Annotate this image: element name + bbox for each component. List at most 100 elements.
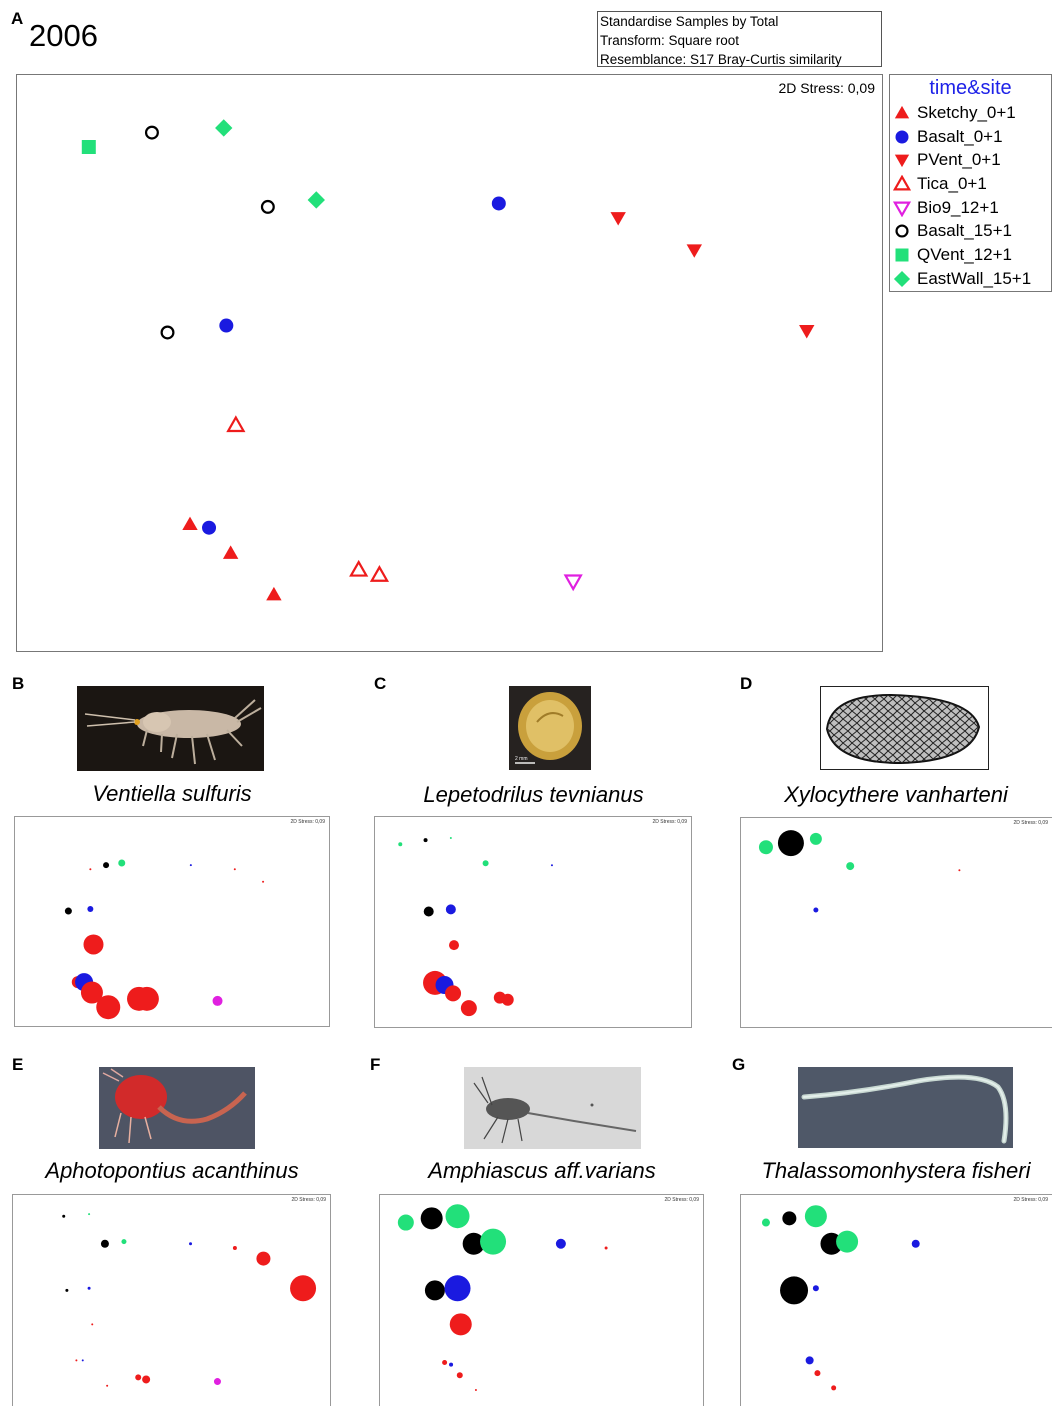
legend-item: Sketchy_0+1: [890, 101, 1051, 125]
mds-point: [266, 586, 282, 601]
bubble: [780, 1276, 809, 1305]
triangle-up-icon: [894, 105, 910, 119]
bubble: [550, 864, 553, 867]
mds-point: [307, 191, 325, 209]
analysis-info-box: Standardise Samples by Total Transform: …: [597, 11, 882, 67]
mds-point: [222, 545, 239, 559]
bubble: [449, 1362, 454, 1367]
bubble: [65, 1288, 69, 1292]
bubble: [256, 1251, 271, 1266]
triangle-down-icon: [893, 201, 911, 217]
bubble: [444, 1275, 471, 1302]
bubble: [212, 995, 223, 1006]
bubble: [474, 1389, 477, 1392]
panel-label-d: D: [740, 674, 753, 693]
mds-point: [226, 415, 246, 433]
bubble: [213, 1378, 221, 1386]
species-name: Aphotopontius acanthinus: [45, 1158, 299, 1183]
mds-point: [215, 119, 233, 137]
bubble: [482, 860, 489, 867]
bubble: [96, 995, 121, 1020]
year-title: 2006: [29, 18, 98, 53]
stress-label: 2D Stress: 0,09: [1013, 820, 1048, 826]
bubble: [831, 1385, 837, 1391]
bubble: [445, 1204, 470, 1229]
mds-point: [182, 516, 198, 531]
mds-point: [799, 324, 815, 339]
amphipod-photo: [77, 686, 264, 771]
bubble: [262, 880, 265, 883]
bubble: [83, 934, 104, 955]
bubble: [449, 1313, 472, 1336]
legend-label: Tica_0+1: [917, 173, 987, 193]
panel-label-f: F: [370, 1055, 381, 1074]
legend-marker: [895, 130, 909, 144]
bubble: [142, 1375, 151, 1384]
species-name: Lepetodrilus tevnianus: [423, 782, 644, 807]
bubble: [812, 1285, 819, 1292]
bubble: [814, 1370, 821, 1377]
bubble: [846, 862, 855, 871]
bubble-plot-thalassomonhystera: 2D Stress: 0,09: [740, 1194, 1052, 1406]
legend-item: Basalt_15+1: [890, 219, 1051, 243]
legend-marker: [895, 224, 909, 238]
bubble-plot-lepetodrilus: 2D Stress: 0,09: [374, 816, 692, 1028]
panel-label-g: G: [732, 1055, 746, 1074]
nematode-photo: [798, 1067, 1013, 1148]
legend-label: Basalt_15+1: [917, 221, 1012, 241]
legend-item: EastWall_15+1: [890, 267, 1051, 291]
limpet-photo: 2 mm: [509, 686, 591, 770]
legend-item: PVent_0+1: [890, 148, 1051, 172]
mds-point: [160, 325, 175, 340]
legend-item: Tica_0+1: [890, 172, 1051, 196]
bubble: [134, 986, 159, 1011]
panel-label-a: A: [11, 9, 24, 28]
copepod-photo: [464, 1067, 641, 1149]
legend-label: Bio9_12+1: [917, 197, 999, 217]
bubble: [189, 864, 192, 867]
bubble: [911, 1239, 920, 1248]
bubble-plot-amphiascus: 2D Stress: 0,09: [379, 1194, 704, 1406]
triangle-up-icon: [893, 174, 911, 191]
legend-label: QVent_12+1: [917, 244, 1013, 264]
mds-point: [202, 520, 217, 535]
diamond-icon: [893, 270, 911, 287]
info-line: Resemblance: S17 Bray-Curtis similarity: [600, 52, 842, 67]
legend-label: Sketchy_0+1: [917, 102, 1016, 122]
bubble: [813, 907, 819, 913]
mds-point: [491, 196, 506, 211]
legend-item: Basalt_0+1: [890, 125, 1051, 149]
square-icon: [895, 248, 909, 262]
mds-point: [686, 244, 702, 258]
stress-label: 2D Stress: 0,09: [291, 1197, 326, 1203]
bubble: [189, 1242, 193, 1246]
copepod-red-photo: [99, 1067, 255, 1149]
bubble-plot-xylocythere: 2D Stress: 0,09: [740, 817, 1052, 1028]
legend-marker: [893, 201, 911, 217]
bubble-plot-aphotopontius: 2D Stress: 0,09: [12, 1194, 331, 1406]
bubble: [761, 1218, 770, 1227]
bubble-svg: [398, 837, 553, 1017]
bubble: [62, 1214, 66, 1218]
bubble: [501, 993, 514, 1006]
mds-point: [563, 574, 583, 592]
bubble: [87, 1286, 91, 1290]
bubble: [456, 1372, 463, 1379]
legend-label: Basalt_0+1: [917, 126, 1003, 146]
legend-label: EastWall_15+1: [917, 268, 1032, 288]
species-name: Xylocythere vanharteni: [784, 782, 1008, 807]
bubble: [233, 868, 236, 871]
bubble: [445, 985, 462, 1002]
bubble: [423, 906, 434, 917]
bubble-svg: [64, 859, 265, 1020]
triangle-down-icon: [894, 154, 910, 168]
bubble: [420, 1207, 443, 1230]
legend-title: time&site: [929, 77, 1012, 99]
bubble: [758, 840, 773, 855]
bubble: [118, 859, 126, 867]
bubble: [442, 1359, 448, 1365]
mds-scatter-svg: [81, 119, 815, 601]
bubble: [398, 842, 403, 847]
bubble: [804, 1205, 827, 1228]
ostracod-photo: [820, 686, 989, 770]
